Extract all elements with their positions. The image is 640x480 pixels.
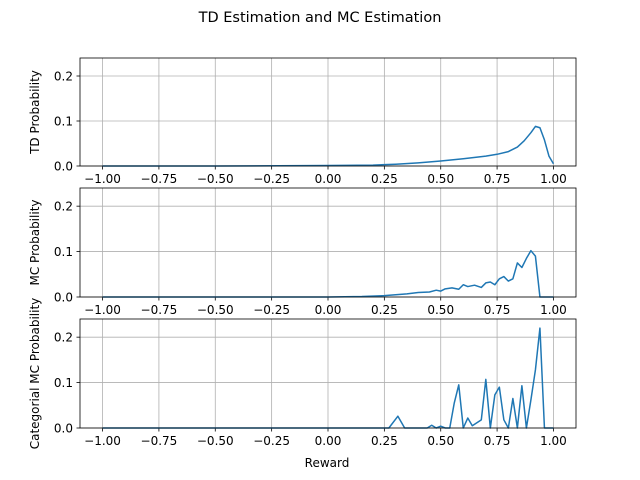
- x-tick-label: −1.00: [84, 172, 121, 186]
- x-tick-label: −1.00: [84, 434, 121, 448]
- y-tick-label: 0.1: [54, 245, 73, 259]
- axes-frame: [79, 187, 577, 298]
- x-tick-label: 0.50: [427, 172, 454, 186]
- x-tick-label: −0.25: [253, 172, 290, 186]
- y-tick-label: 0.0: [54, 160, 73, 174]
- y-tick-label: 0.2: [54, 70, 73, 84]
- y-axis-label: TD Probability: [28, 70, 42, 155]
- panel-3: −1.00 −0.75 −0.50 −0.25 0.00 0.25 0.50 0.75 1.00…: [28, 298, 577, 450]
- y-tick-label: 0.0: [54, 291, 73, 305]
- x-tick-label: −0.75: [141, 434, 178, 448]
- y-tick-label: 0.2: [54, 200, 73, 214]
- x-tick-label: 0.75: [484, 434, 511, 448]
- x-tick-label: 0.25: [371, 172, 398, 186]
- x-tick-label: 0.75: [484, 303, 511, 317]
- y-tick-label: 0.0: [54, 422, 73, 436]
- y-tick-label: 0.1: [54, 376, 73, 390]
- panel-1: −1.00 −0.75 −0.50 −0.25 0.00 0.25 0.50 0.75 1.00…: [28, 57, 577, 186]
- axes-frame: [79, 318, 577, 429]
- series-line: [102, 125, 555, 167]
- x-tick-label: 0.50: [427, 434, 454, 448]
- x-tick-label: 0.00: [315, 434, 342, 448]
- x-tick-label: 0.00: [315, 303, 342, 317]
- x-tick-label: 1.00: [540, 303, 567, 317]
- x-tick-label: −0.50: [197, 172, 234, 186]
- x-tick-label: −0.50: [197, 303, 234, 317]
- panel-2: −1.00 −0.75 −0.50 −0.25 0.00 0.25 0.50 0.75 1.00…: [28, 187, 577, 317]
- y-tick-label: 0.2: [54, 331, 73, 345]
- y-axis-label: MC Probability: [28, 200, 42, 286]
- chart-panels: −1.00 −0.75 −0.50 −0.25 0.00 0.25 0.50 0.75 1.00…: [28, 57, 577, 450]
- x-axis-label: Reward: [305, 456, 350, 470]
- x-tick-label: −0.50: [197, 434, 234, 448]
- y-tick-label: 0.1: [54, 115, 73, 129]
- axes-frame: [79, 57, 577, 167]
- x-tick-label: 0.75: [484, 172, 511, 186]
- x-tick-label: 0.00: [315, 172, 342, 186]
- x-tick-label: −0.25: [253, 434, 290, 448]
- x-tick-label: −0.75: [141, 172, 178, 186]
- x-tick-label: −0.25: [253, 303, 290, 317]
- x-tick-label: −1.00: [84, 303, 121, 317]
- x-tick-label: 0.50: [427, 303, 454, 317]
- chart-title: TD Estimation and MC Estimation: [198, 10, 442, 26]
- y-axis-label: Categorial MC Probability: [28, 298, 42, 450]
- x-tick-label: 0.25: [371, 434, 398, 448]
- x-tick-label: 0.25: [371, 303, 398, 317]
- series-line: [102, 249, 554, 298]
- x-tick-label: −0.75: [141, 303, 178, 317]
- x-tick-label: 1.00: [540, 434, 567, 448]
- x-tick-label: 1.00: [540, 172, 567, 186]
